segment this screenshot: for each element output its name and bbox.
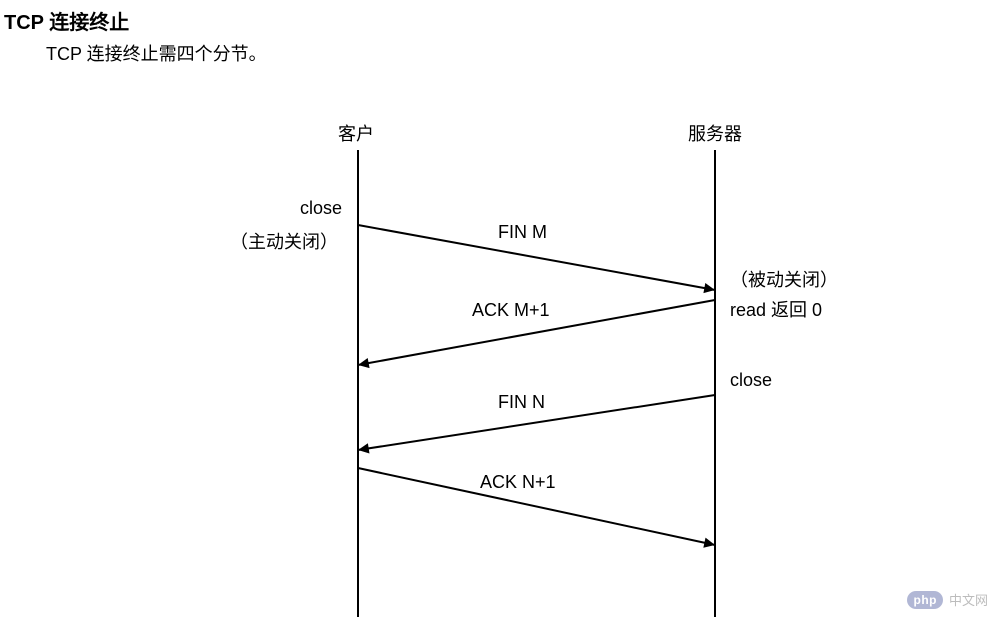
sequence-diagram [0,0,1000,617]
watermark-text: 中文网 [949,590,988,609]
watermark: php 中文网 [907,590,988,609]
watermark-badge: php [907,591,943,609]
